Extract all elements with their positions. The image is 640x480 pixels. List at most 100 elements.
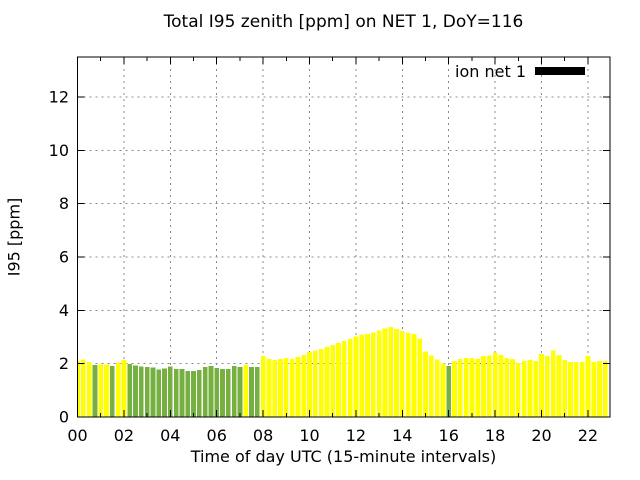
bar: [521, 361, 527, 417]
bar: [162, 368, 167, 417]
bar: [417, 338, 423, 417]
bar: [191, 371, 196, 417]
bar: [597, 361, 602, 417]
bar: [80, 359, 86, 417]
legend-swatch: [535, 67, 585, 75]
y-tick-label: 6: [59, 248, 69, 267]
bar: [486, 355, 492, 417]
bar: [457, 359, 463, 417]
x-tick-label: 16: [439, 426, 459, 445]
bar: [539, 354, 544, 417]
y-axis-label: I95 [ppm]: [4, 197, 24, 277]
bar: [104, 364, 109, 417]
x-tick-label: 18: [485, 426, 505, 445]
bar: [301, 355, 307, 417]
bar: [591, 362, 597, 417]
bar: [185, 371, 191, 417]
bar: [446, 365, 452, 417]
x-tick-label: 14: [392, 426, 412, 445]
bar: [463, 358, 469, 417]
bar: [353, 336, 359, 417]
y-tick-label: 2: [59, 354, 69, 373]
bar: [579, 362, 585, 417]
bar: [330, 345, 336, 417]
bar: [405, 333, 411, 417]
bar: [272, 360, 278, 417]
bar: [475, 359, 481, 417]
bar: [278, 359, 283, 417]
bar: [423, 351, 428, 417]
bar: [515, 363, 521, 417]
bar: [214, 367, 220, 417]
bar: [295, 357, 301, 417]
bar: [156, 369, 162, 417]
x-axis-label: Time of day UTC (15-minute intervals): [190, 447, 497, 466]
bars: [77, 327, 608, 417]
bar: [225, 369, 231, 417]
bar: [510, 359, 515, 417]
bar: [173, 369, 179, 417]
bar: [324, 347, 330, 417]
x-tick-label: 10: [299, 426, 319, 445]
bar: [562, 360, 568, 417]
bar: [77, 361, 80, 417]
bar: [370, 332, 376, 417]
y-tick-label: 10: [49, 141, 69, 160]
x-tick-label: 12: [346, 426, 366, 445]
bar: [428, 355, 434, 417]
x-tick-label: 02: [114, 426, 134, 445]
bar: [492, 352, 498, 417]
bar: [347, 339, 353, 417]
bar: [533, 361, 539, 417]
bar: [341, 341, 347, 417]
bar: [86, 362, 92, 417]
bar: [527, 360, 533, 417]
y-tick-label: 0: [59, 408, 69, 427]
bar: [318, 349, 324, 417]
bar: [283, 358, 289, 417]
bar: [568, 362, 573, 417]
bar: [144, 366, 150, 417]
y-tick-label: 12: [49, 88, 69, 107]
bar: [179, 369, 185, 417]
bar: [202, 367, 208, 417]
bar: [556, 355, 562, 417]
bar: [266, 358, 272, 417]
bar: [133, 365, 138, 417]
bar: [109, 365, 115, 417]
axes: [77, 56, 611, 418]
bar: [220, 369, 225, 417]
bar: [602, 361, 608, 417]
bar: [573, 362, 579, 417]
bar: [504, 358, 510, 417]
legend: ion net 1: [455, 62, 585, 81]
bar: [237, 367, 243, 417]
bar: [138, 366, 144, 417]
x-tick-label: 20: [531, 426, 551, 445]
bar: [399, 331, 405, 417]
bar: [359, 334, 365, 417]
y-tick-label: 4: [59, 301, 69, 320]
bar: [382, 328, 388, 417]
bar: [254, 366, 260, 417]
bar: [394, 329, 399, 417]
bar: [249, 367, 254, 417]
bar: [150, 367, 156, 417]
bar: [208, 366, 214, 417]
bar: [115, 362, 121, 417]
bar: [411, 333, 417, 417]
chart-title: Total I95 zenith [ppm] on NET 1, DoY=116: [163, 12, 524, 32]
bar: [585, 356, 591, 417]
bar: [365, 333, 370, 417]
bar: [231, 366, 237, 417]
bar: [98, 364, 104, 417]
bar: [388, 327, 394, 417]
bar: [336, 343, 341, 417]
bar: [434, 359, 440, 417]
bar: [196, 370, 202, 417]
x-tick-label: 04: [160, 426, 180, 445]
bar: [440, 363, 446, 417]
y-tick-label: 8: [59, 194, 69, 213]
bar: [289, 359, 295, 417]
